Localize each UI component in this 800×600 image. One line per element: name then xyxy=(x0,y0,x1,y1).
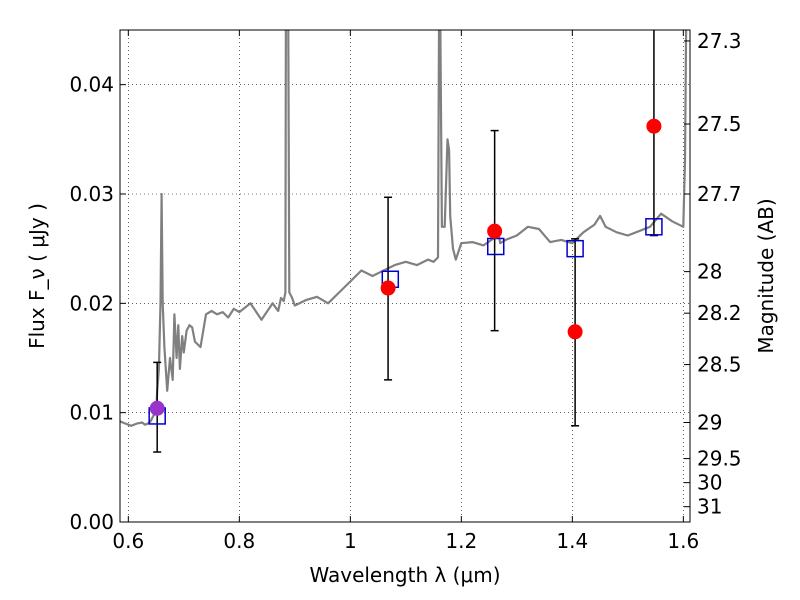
y-tick-label: 0.01 xyxy=(69,401,114,425)
y2-tick-label: 27.5 xyxy=(697,112,742,136)
x-tick-label: 0.6 xyxy=(112,529,144,553)
y-tick-label: 0.03 xyxy=(69,182,114,206)
synthetic-photometry-square xyxy=(645,218,663,236)
x-tick-label: 1.6 xyxy=(667,529,699,553)
y2-tick-label: 27.3 xyxy=(697,29,742,53)
x-axis-label: Wavelength λ (μm) xyxy=(309,563,500,587)
x-tick-label: 0.8 xyxy=(223,529,255,553)
x-tick-label: 1 xyxy=(344,529,357,553)
y2-tick-label: 30 xyxy=(697,471,722,495)
plot-background xyxy=(120,30,690,522)
y2-tick-label: 28.2 xyxy=(697,301,742,325)
y-tick-label: 0.00 xyxy=(69,510,114,534)
y-tick-label: 0.02 xyxy=(69,291,114,315)
ticks: 0.6 0.8 1 1.2 1.4 1.6 0.00 0.01 0.02 0.03 0.04 27.3… xyxy=(69,29,741,553)
model-spectrum-line xyxy=(120,30,688,427)
y2-tick-label: 29.5 xyxy=(697,447,742,471)
y2-tick-label: 31 xyxy=(697,495,722,519)
y2-tick-label: 28 xyxy=(697,260,722,284)
observed-flux-point xyxy=(380,280,396,296)
observed-flux-point xyxy=(567,324,583,340)
observed-flux-point xyxy=(646,118,662,134)
y2-tick-label: 29 xyxy=(697,411,722,435)
data-layer xyxy=(120,30,688,453)
plot-frame xyxy=(119,29,691,523)
y2-axis-label: Magnitude (AB) xyxy=(754,198,778,353)
synthetic-photometry-square xyxy=(566,239,584,258)
observed-flux-point xyxy=(149,400,165,416)
y-axis-label: Flux F_ν ( μJy ) xyxy=(25,203,49,349)
y2-tick-label: 28.5 xyxy=(697,353,742,377)
observed-flux-point xyxy=(487,223,503,239)
x-tick-label: 1.4 xyxy=(556,529,588,553)
y-tick-label: 0.04 xyxy=(69,73,114,97)
x-tick-label: 1.2 xyxy=(445,529,477,553)
y2-tick-label: 27.7 xyxy=(697,182,742,206)
